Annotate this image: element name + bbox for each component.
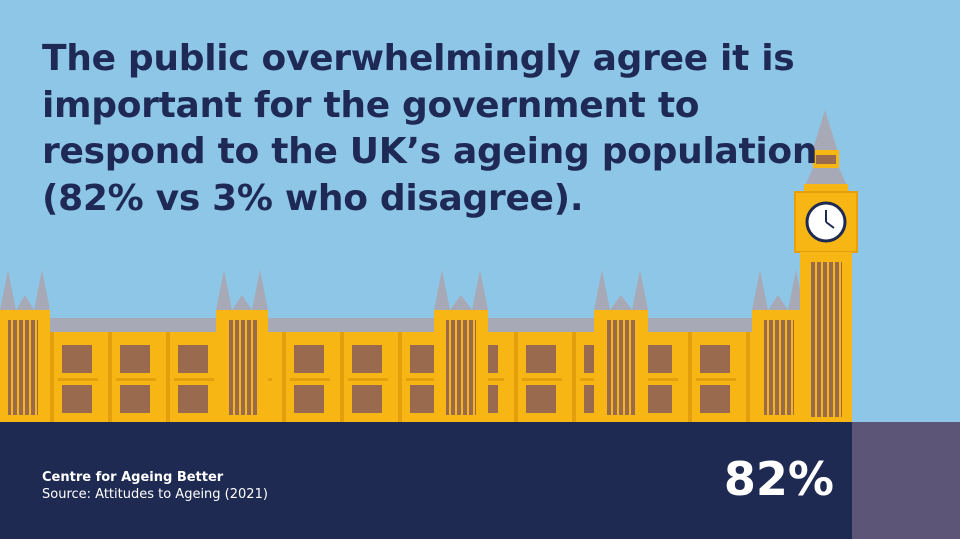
headline: The public overwhelmingly agree it is im… [42, 36, 817, 222]
headline-line: respond to the UK’s ageing population [42, 131, 818, 172]
headline-line: important for the government to [42, 84, 700, 126]
stat: 82% [723, 452, 834, 506]
footer-side [852, 422, 960, 539]
headline-line: The public overwhelmingly agree it is [42, 38, 795, 79]
headline-line: (82% vs 3% who disagree). [42, 177, 584, 219]
organisation: Centre for Ageing Better [42, 470, 224, 485]
source: Source: Attitudes to Ageing (2021) [42, 487, 268, 502]
footer-band [0, 422, 852, 539]
